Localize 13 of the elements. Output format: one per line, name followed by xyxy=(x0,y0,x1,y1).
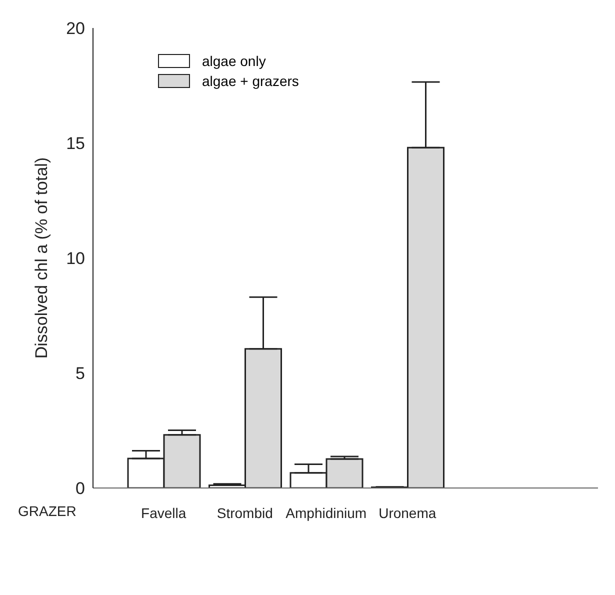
y-tick-label: 0 xyxy=(76,479,85,498)
x-tick-label: Uronema xyxy=(378,504,436,521)
x-tick-label: Amphidinium xyxy=(286,504,367,521)
y-tick-label: 20 xyxy=(66,19,85,38)
legend-label: algae + grazers xyxy=(202,73,299,89)
x-tick-label: Favella xyxy=(141,504,186,521)
legend-label: algae only xyxy=(202,53,266,69)
y-tick-label: 10 xyxy=(66,249,85,268)
y-axis-title: Dissolved chl a (% of total) xyxy=(32,157,52,359)
x-tick-label: Strombid xyxy=(216,504,273,521)
y-tick-label: 15 xyxy=(66,134,85,154)
x-axis-title: GRAZER xyxy=(18,503,76,519)
y-tick-label: 5 xyxy=(76,364,85,384)
